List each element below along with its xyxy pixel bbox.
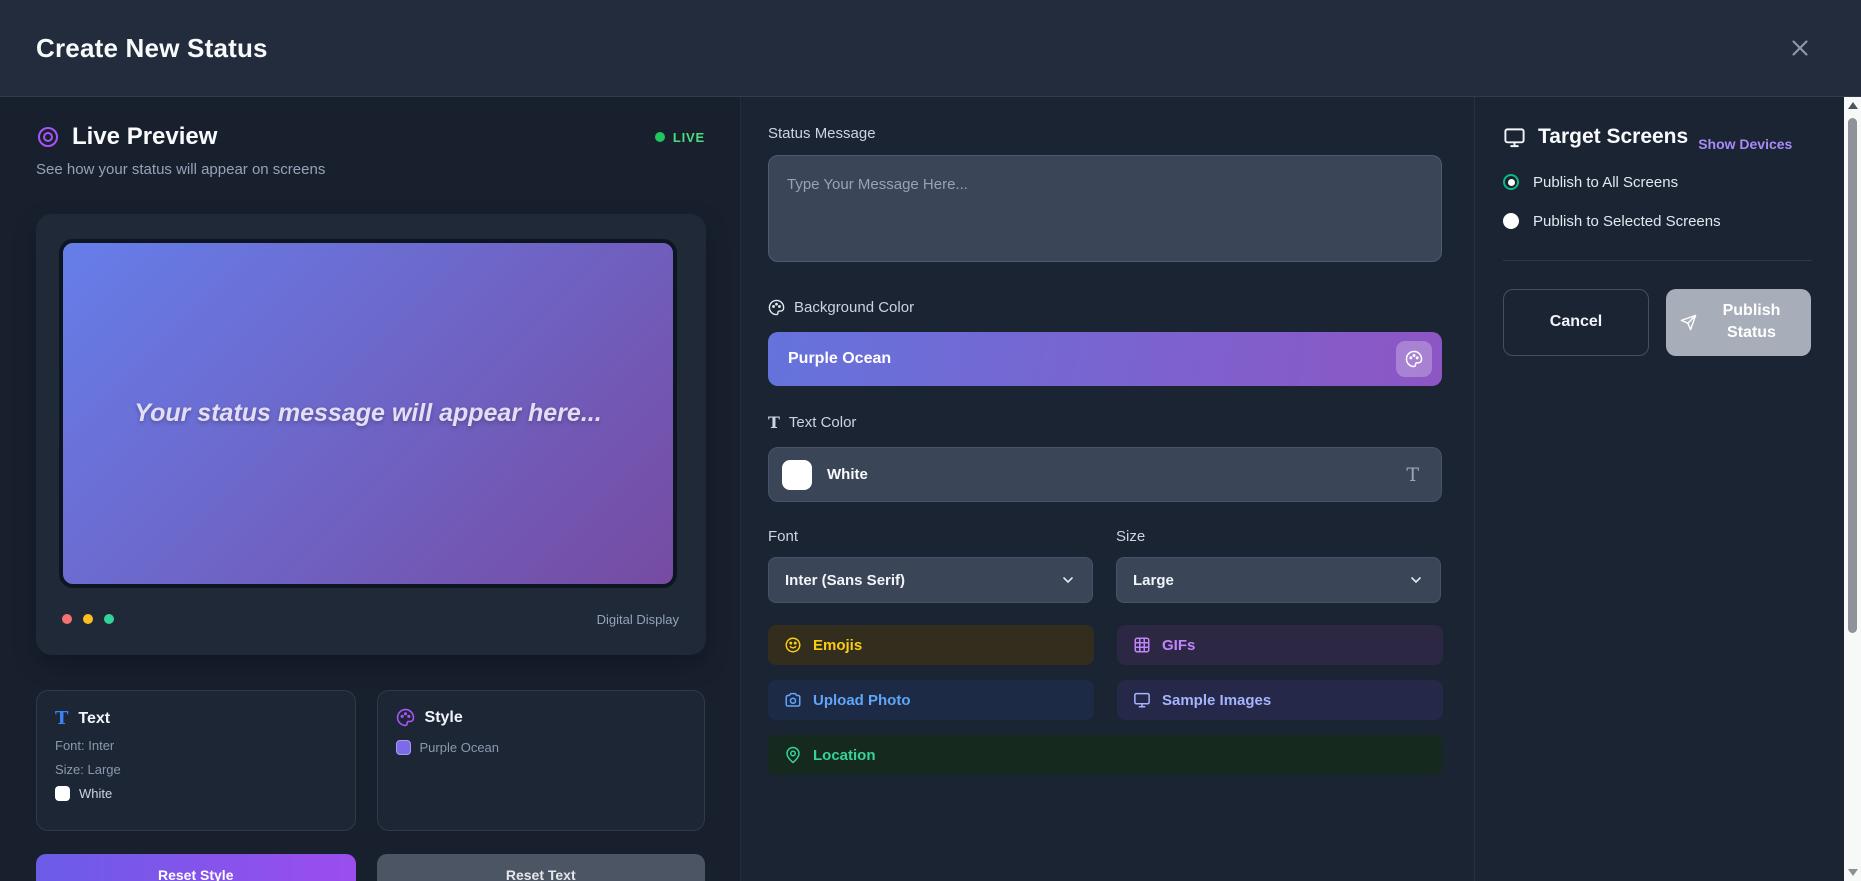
- style-card-value: Purple Ocean: [419, 740, 500, 755]
- modal-header: Create New Status: [0, 0, 1861, 97]
- preview-screen: Your status message will appear here...: [59, 239, 677, 588]
- close-button[interactable]: [1787, 35, 1813, 61]
- publish-status-label: Publish Status: [1722, 302, 1781, 341]
- preview-message: Your status message will appear here...: [134, 399, 602, 427]
- radio-unselected-icon: [1503, 213, 1519, 229]
- grid-icon: [1133, 636, 1151, 654]
- chevron-down-icon: [1060, 572, 1076, 588]
- size-value: Large: [1133, 571, 1174, 589]
- camera-icon: [784, 691, 802, 709]
- palette-icon: [768, 299, 785, 316]
- palette-icon: [1396, 341, 1432, 377]
- sample-images-button[interactable]: Sample Images: [1117, 680, 1443, 720]
- location-button[interactable]: Location: [768, 735, 1443, 775]
- target-screens-panel: Target Screens Show Devices Publish to A…: [1475, 97, 1844, 881]
- publish-all-label: Publish to All Screens: [1533, 173, 1679, 191]
- yellow-dot-icon: [83, 614, 93, 624]
- publish-selected-option[interactable]: Publish to Selected Screens: [1503, 213, 1812, 230]
- size-select[interactable]: Large: [1116, 557, 1441, 603]
- text-card-title: Text: [78, 709, 111, 727]
- divider: [1503, 259, 1812, 261]
- scrollbar-thumb[interactable]: [1848, 118, 1857, 633]
- emojis-label: Emojis: [813, 636, 863, 654]
- gifs-label: GIFs: [1162, 636, 1196, 654]
- send-icon: [1680, 314, 1697, 331]
- publish-status-button[interactable]: Publish Status: [1666, 288, 1811, 356]
- device-label: Digital Display: [596, 611, 679, 627]
- radio-selected-icon: [1503, 174, 1519, 190]
- cancel-button[interactable]: Cancel: [1503, 288, 1649, 356]
- live-preview-title-row: Live Preview: [36, 123, 217, 151]
- live-preview-subtitle: See how your status will appear on scree…: [36, 161, 326, 178]
- pin-icon: [784, 746, 802, 764]
- text-card-font: Font: Inter: [55, 738, 115, 753]
- upload-photo-label: Upload Photo: [813, 691, 911, 709]
- text-card-color: White: [79, 786, 113, 801]
- sample-images-label: Sample Images: [1162, 691, 1272, 709]
- palette-icon: [396, 708, 415, 727]
- emojis-button[interactable]: Emojis: [768, 625, 1094, 665]
- live-badge: LIVE: [654, 129, 705, 145]
- text-color-label: Text Color: [788, 414, 857, 431]
- status-message-label: Status Message: [768, 125, 876, 142]
- reset-text-button[interactable]: Reset Text: [376, 854, 705, 881]
- show-devices-link[interactable]: Show Devices: [1698, 135, 1793, 152]
- live-label: LIVE: [672, 129, 705, 145]
- live-preview-title: Live Preview: [72, 123, 218, 150]
- style-card-title: Style: [424, 708, 463, 726]
- text-summary-card: T Text Font: Inter Size: Large White: [36, 690, 356, 831]
- smiley-icon: [784, 636, 802, 654]
- style-summary-card: Style Purple Ocean: [376, 690, 705, 831]
- type-icon: T: [768, 413, 780, 432]
- status-form-panel: Status Message Background Color Purple O…: [741, 97, 1475, 881]
- window-dots: [62, 614, 114, 624]
- white-swatch-icon: [55, 786, 70, 801]
- page-title: Create New Status: [36, 32, 268, 63]
- live-dot-icon: [654, 132, 665, 142]
- red-dot-icon: [62, 614, 72, 624]
- text-card-size: Size: Large: [55, 762, 121, 777]
- scroll-up-arrow-icon[interactable]: [1844, 102, 1861, 109]
- background-color-label: Background Color: [794, 299, 915, 316]
- text-color-picker[interactable]: White T: [768, 447, 1442, 502]
- publish-all-option[interactable]: Publish to All Screens: [1503, 174, 1812, 191]
- gifs-button[interactable]: GIFs: [1117, 625, 1443, 665]
- modal-body: Live Preview LIVE See how your status wi…: [0, 97, 1861, 881]
- publish-selected-label: Publish to Selected Screens: [1533, 212, 1721, 230]
- preview-card: Your status message will appear here... …: [36, 214, 706, 655]
- monitor-icon: [1133, 691, 1151, 709]
- reset-style-button[interactable]: Reset Style: [36, 854, 356, 881]
- font-value: Inter (Sans Serif): [785, 571, 906, 589]
- close-icon: [1787, 35, 1813, 61]
- live-preview-panel: Live Preview LIVE See how your status wi…: [0, 97, 741, 881]
- status-message-input[interactable]: [768, 155, 1442, 262]
- green-dot-icon: [104, 614, 114, 624]
- text-icon: T: [55, 708, 69, 729]
- type-icon: T: [1406, 463, 1419, 486]
- eye-icon: [36, 125, 60, 149]
- size-label: Size: [1116, 528, 1146, 545]
- monitor-icon: [1503, 126, 1526, 149]
- chevron-down-icon: [1408, 572, 1424, 588]
- upload-photo-button[interactable]: Upload Photo: [768, 680, 1094, 720]
- font-label: Font: [768, 528, 799, 545]
- location-label: Location: [813, 746, 876, 764]
- target-screens-title: Target Screens: [1538, 125, 1689, 148]
- vertical-scrollbar[interactable]: [1844, 97, 1861, 881]
- text-color-value: White: [827, 466, 868, 483]
- white-swatch-icon: [782, 459, 812, 490]
- background-color-value: Purple Ocean: [788, 350, 892, 367]
- background-color-picker[interactable]: Purple Ocean: [768, 332, 1442, 386]
- purple-swatch-icon: [395, 740, 411, 755]
- font-select[interactable]: Inter (Sans Serif): [768, 557, 1093, 603]
- scroll-down-arrow-icon[interactable]: [1844, 869, 1861, 876]
